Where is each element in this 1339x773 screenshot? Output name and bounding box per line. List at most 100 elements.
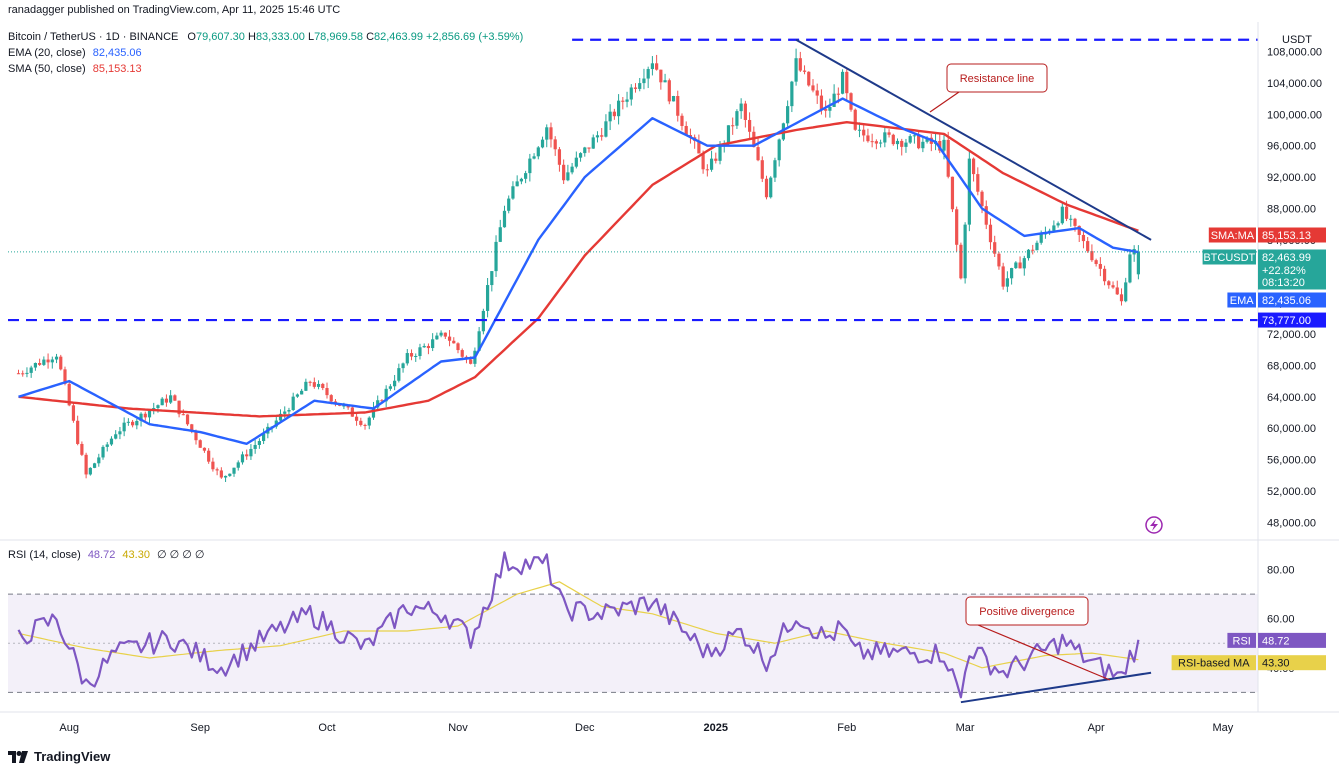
candle xyxy=(1094,258,1098,267)
candle xyxy=(215,467,219,476)
candle xyxy=(29,365,33,378)
rsi-legend: RSI (14, close) 48.72 43.30 ∅ ∅ ∅ ∅ xyxy=(8,548,205,561)
candle xyxy=(1010,267,1014,285)
candle xyxy=(236,460,240,471)
candle-body xyxy=(836,93,840,95)
sma-50-line xyxy=(18,121,1139,418)
candle-body xyxy=(828,106,832,111)
candle xyxy=(883,127,887,148)
candle-body xyxy=(354,416,359,421)
candle-body xyxy=(540,139,545,148)
candle-body xyxy=(621,100,625,102)
lightning-icon[interactable] xyxy=(1145,516,1163,534)
candle xyxy=(971,157,976,182)
candle-body xyxy=(38,362,42,365)
candle-body xyxy=(1119,294,1124,302)
candle xyxy=(874,139,878,150)
candle-body xyxy=(25,372,29,374)
price-pane[interactable] xyxy=(8,38,1258,482)
candle-body xyxy=(811,85,815,91)
ema-price-tag-name-box xyxy=(1227,292,1256,308)
rsi-line xyxy=(17,551,1140,699)
candle xyxy=(680,113,684,131)
candle-body xyxy=(469,359,473,364)
divergence-callout-text: Positive divergence xyxy=(979,606,1074,618)
candle-body xyxy=(908,136,912,143)
candle xyxy=(287,407,291,415)
candle-body xyxy=(342,405,346,407)
candle xyxy=(33,362,38,371)
divergence-trend-line xyxy=(960,671,1152,704)
candle xyxy=(452,337,456,344)
candle xyxy=(1102,265,1107,286)
candle xyxy=(135,418,139,430)
candle-body xyxy=(1056,223,1060,226)
candle xyxy=(388,384,392,391)
candle xyxy=(173,394,177,401)
candle xyxy=(676,90,680,122)
candle-body xyxy=(274,420,278,427)
candle-body xyxy=(1081,234,1086,242)
candle-body xyxy=(955,209,959,245)
ohlc-change: +2,856.69 (+3.59%) xyxy=(426,31,524,43)
ohlc-low: 78,969.58 xyxy=(314,31,363,43)
candle xyxy=(312,377,316,389)
candle xyxy=(1107,280,1111,289)
candle xyxy=(207,448,211,464)
candle xyxy=(456,342,460,354)
candle xyxy=(308,380,312,387)
tradingview-logo[interactable]: TradingView xyxy=(8,749,110,764)
rsi-pane[interactable] xyxy=(8,551,1258,704)
candle xyxy=(731,117,735,135)
candle-body xyxy=(1111,285,1115,288)
candle xyxy=(900,138,904,156)
candle-body xyxy=(88,467,92,475)
candle-body xyxy=(173,395,177,401)
candle xyxy=(963,222,967,284)
candle-body xyxy=(832,93,836,107)
candle xyxy=(1136,245,1140,280)
sma-price-tag-name-box xyxy=(1208,227,1256,243)
candle-body xyxy=(316,383,321,387)
candle-body xyxy=(376,400,380,408)
candle xyxy=(160,397,164,406)
candle-body xyxy=(659,69,663,83)
ohlc-open: 79,607.30 xyxy=(195,31,245,43)
candle-body xyxy=(883,132,887,143)
candle xyxy=(671,95,676,102)
candle xyxy=(262,428,266,445)
candle xyxy=(988,218,993,250)
candle-body xyxy=(874,141,878,144)
candle xyxy=(540,136,545,149)
candle-body xyxy=(262,433,266,442)
candle-body xyxy=(959,244,963,279)
candle xyxy=(684,121,688,136)
ema-price-tag: EMA 82,435.06 xyxy=(1227,292,1326,308)
candle xyxy=(638,77,642,92)
candle-body xyxy=(431,339,435,349)
candle xyxy=(447,330,452,347)
candle xyxy=(1001,262,1005,290)
candle-body xyxy=(477,331,481,351)
candle xyxy=(1098,257,1102,277)
candle-body xyxy=(815,90,819,96)
candle-body xyxy=(67,383,71,406)
candle-body xyxy=(671,96,676,102)
candle-body xyxy=(439,332,443,336)
candle xyxy=(1018,256,1022,269)
candle-body xyxy=(131,421,135,426)
candle-body xyxy=(207,450,211,462)
resistance-callout-pointer xyxy=(929,91,960,113)
candle xyxy=(25,367,29,378)
candle xyxy=(790,80,794,113)
candle xyxy=(363,423,367,430)
candle xyxy=(807,71,811,87)
candle xyxy=(401,362,405,373)
candle-body xyxy=(574,157,578,167)
candle-body xyxy=(595,135,600,138)
candle-body xyxy=(545,127,549,140)
candle xyxy=(1026,249,1031,261)
candle-body xyxy=(312,382,316,387)
candle xyxy=(409,349,414,361)
